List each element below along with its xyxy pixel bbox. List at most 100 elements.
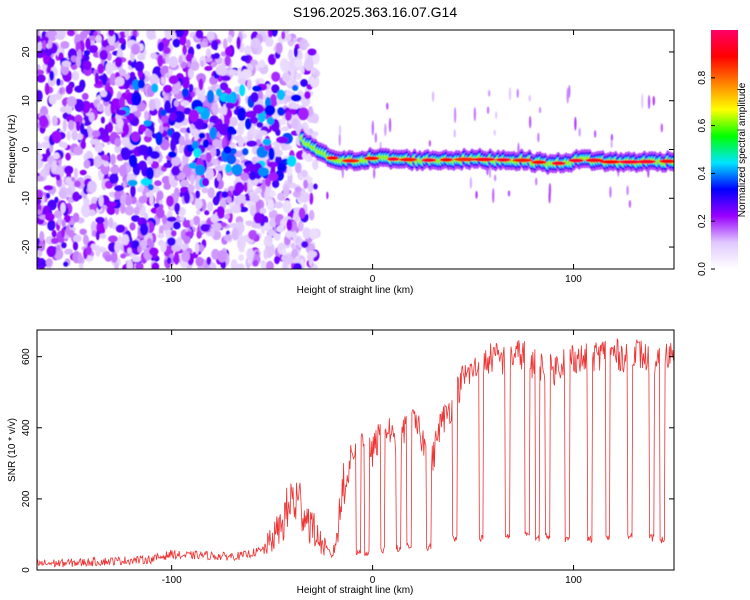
snr-x-tick-label: 0 xyxy=(370,575,376,586)
heatmap-cell xyxy=(114,241,121,254)
heatmap-cell xyxy=(290,242,296,250)
heatmap-cell xyxy=(266,116,275,126)
heatmap-cell xyxy=(39,115,48,127)
heatmap-cell xyxy=(300,66,305,75)
heatmap-cell xyxy=(137,53,146,61)
heatmap-cell xyxy=(194,118,205,130)
heatmap-cell xyxy=(194,164,206,176)
heatmap-cell xyxy=(168,75,179,85)
heatmap-cell xyxy=(180,100,190,107)
heatmap-cell xyxy=(535,177,538,186)
heatmap-cell xyxy=(171,166,181,176)
heatmap-cell xyxy=(88,209,96,217)
heatmap-cell xyxy=(249,193,260,203)
heatmap-cell xyxy=(114,56,123,68)
colorbar-tick-label: 0.8 xyxy=(697,70,708,84)
heatmap-cell xyxy=(487,90,491,97)
heatmap-cell xyxy=(85,246,92,255)
heatmap-cell xyxy=(137,187,144,193)
heatmap-cell xyxy=(307,106,314,117)
heatmap-ridge-peak xyxy=(326,156,339,161)
heatmap-cell xyxy=(128,105,138,112)
heatmap-cell xyxy=(43,185,54,191)
heatmap-cell xyxy=(115,224,126,233)
heatmap-cell xyxy=(91,230,97,237)
heatmap-cell xyxy=(206,89,215,104)
heatmap-cell xyxy=(609,186,612,198)
heatmap-cell xyxy=(139,223,149,236)
heatmap-cell xyxy=(53,210,63,219)
heatmap-cell xyxy=(163,46,171,55)
heatmap-cell xyxy=(120,203,126,214)
heatmap-cell xyxy=(160,138,170,151)
heatmap-cell xyxy=(281,254,289,262)
heatmap-cell xyxy=(274,255,280,265)
heatmap-cell xyxy=(277,89,286,101)
heatmap-cell xyxy=(51,160,58,172)
heatmap-cell xyxy=(37,189,43,201)
heatmap-cell xyxy=(173,99,180,107)
heatmap-cell xyxy=(286,165,293,177)
heatmap-cell xyxy=(252,85,263,92)
heatmap-cell xyxy=(61,60,72,68)
heatmap-cell xyxy=(101,73,107,86)
heatmap-cell xyxy=(157,54,164,67)
heatmap-ridge-peak xyxy=(599,159,622,164)
heatmap-cell xyxy=(252,259,259,267)
heatmap-cell xyxy=(271,71,281,82)
heatmap-cell xyxy=(134,61,145,72)
heatmap-cell xyxy=(275,42,283,55)
heatmap-cell xyxy=(610,133,614,142)
snr-panel: -100 0 100 0 200 400 600 Height of straight li… xyxy=(7,329,675,596)
heatmap-cell xyxy=(231,204,242,214)
heatmap-cell xyxy=(246,63,254,72)
heatmap-cell xyxy=(257,130,268,136)
heatmap-cell xyxy=(41,63,48,71)
spectrogram-y-tick-label: -20 xyxy=(21,239,32,254)
heatmap-cell xyxy=(210,214,219,223)
heatmap-cell xyxy=(274,201,284,209)
heatmap-cell xyxy=(237,136,245,148)
heatmap-cell xyxy=(161,214,168,225)
heatmap-cell xyxy=(245,220,253,226)
heatmap-cell xyxy=(137,79,145,89)
spectrogram-x-tick-label: -100 xyxy=(162,274,182,285)
heatmap-cell xyxy=(52,130,62,144)
heatmap-cell xyxy=(566,87,569,104)
heatmap-cell xyxy=(157,233,165,239)
heatmap-cell xyxy=(248,230,257,240)
heatmap-cell xyxy=(65,187,73,196)
heatmap-cell xyxy=(97,63,105,74)
heatmap-cell xyxy=(128,154,138,168)
heatmap-cell xyxy=(37,158,41,170)
heatmap-cell xyxy=(193,128,200,139)
heatmap-cell xyxy=(196,229,202,239)
heatmap-ridge-peak xyxy=(399,157,418,162)
heatmap-cell xyxy=(85,37,91,50)
heatmap-cell xyxy=(155,168,160,178)
heatmap-cell xyxy=(168,112,177,122)
heatmap-cell xyxy=(114,185,124,192)
heatmap-cell xyxy=(138,160,147,171)
heatmap-cell xyxy=(110,165,120,174)
heatmap-cell xyxy=(47,38,53,49)
heatmap-cell xyxy=(163,182,172,190)
heatmap-cell xyxy=(47,199,57,211)
heatmap-cell xyxy=(284,90,293,96)
colorbar-tick-label: 0.6 xyxy=(697,118,708,132)
heatmap-cell xyxy=(486,106,490,115)
heatmap-cell xyxy=(120,147,131,161)
heatmap-cell xyxy=(301,241,309,248)
heatmap-cell xyxy=(280,60,290,73)
heatmap-cell xyxy=(338,132,341,147)
heatmap-cell xyxy=(222,38,228,50)
heatmap-cell xyxy=(81,92,89,101)
heatmap-cell xyxy=(292,37,297,44)
heatmap-cell xyxy=(114,137,122,148)
heatmap-cell xyxy=(215,88,222,97)
heatmap-cell xyxy=(225,101,236,110)
heatmap-cell xyxy=(39,231,45,242)
heatmap-cell xyxy=(188,83,194,93)
heatmap-cell xyxy=(226,196,232,204)
